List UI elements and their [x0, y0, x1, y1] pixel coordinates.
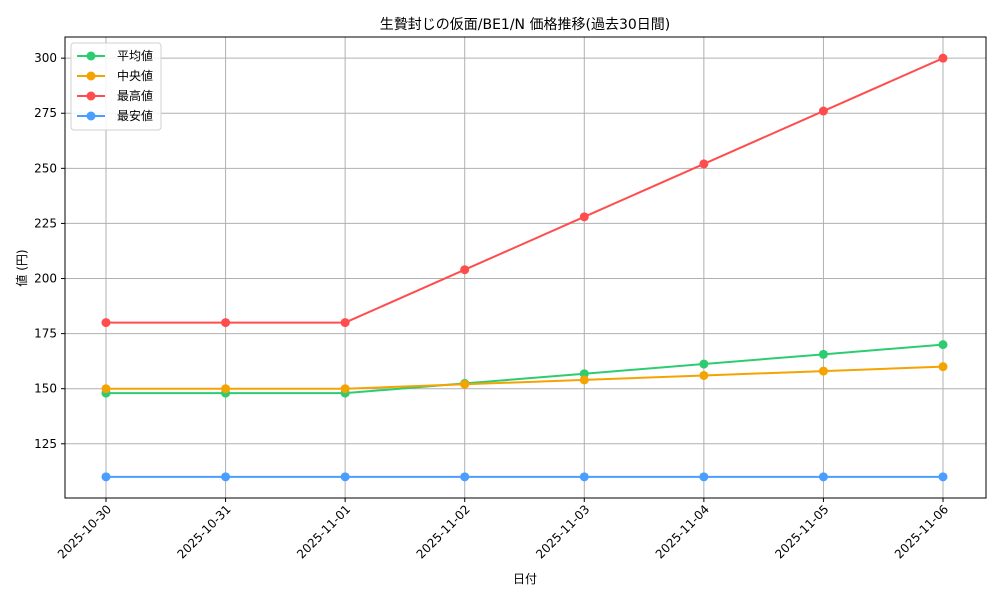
series-1: [101, 362, 948, 394]
y-tick-label: 125: [34, 437, 57, 451]
legend-marker-icon: [86, 71, 96, 81]
legend-marker-icon: [86, 111, 96, 121]
chart-title: 生贄封じの仮面/BE1/N 価格推移(過去30日間): [380, 16, 670, 33]
data-point-marker: [818, 106, 828, 116]
data-point-marker: [699, 370, 709, 380]
data-point-marker: [340, 318, 350, 328]
data-point-marker: [818, 366, 828, 376]
series-3: [101, 472, 948, 482]
legend-label: 中央値: [117, 68, 153, 83]
legend-item: 平均値: [77, 48, 153, 63]
data-point-marker: [938, 53, 948, 63]
data-point-marker: [460, 472, 470, 482]
legend-item: 中央値: [77, 68, 153, 83]
y-tick-label: 200: [34, 272, 57, 286]
data-point-marker: [818, 472, 828, 482]
y-tick-label: 250: [34, 161, 57, 175]
data-point-marker: [579, 375, 589, 385]
data-point-marker: [699, 472, 709, 482]
legend-marker-icon: [86, 91, 96, 101]
data-point-marker: [699, 359, 709, 369]
data-point-marker: [938, 362, 948, 372]
x-axis-label: 日付: [513, 572, 537, 586]
data-series: [101, 53, 948, 482]
data-point-marker: [460, 379, 470, 389]
series-line: [106, 365, 944, 390]
y-tick-label: 300: [34, 51, 57, 65]
legend-label: 平均値: [117, 48, 153, 63]
legend-box: [70, 42, 162, 131]
data-point-marker: [938, 340, 948, 350]
data-point-marker: [340, 384, 350, 394]
data-point-marker: [340, 472, 350, 482]
data-point-marker: [460, 265, 470, 275]
axes-frame: [64, 36, 987, 499]
y-axis-label: 値 (円): [14, 249, 29, 286]
data-point-marker: [579, 212, 589, 222]
series-line: [106, 57, 944, 324]
legend-marker-icon: [86, 51, 96, 61]
y-tick-label: 150: [34, 382, 57, 396]
data-point-marker: [579, 472, 589, 482]
data-point-marker: [101, 318, 111, 328]
data-point-marker: [101, 472, 111, 482]
data-point-marker: [699, 159, 709, 169]
legend-item: 最安値: [77, 108, 153, 123]
data-point-marker: [938, 472, 948, 482]
series-2: [101, 53, 948, 328]
y-tick-label: 175: [34, 327, 57, 341]
data-point-marker: [221, 318, 231, 328]
legend-item: 最高値: [77, 88, 153, 103]
y-tick-label: 225: [34, 216, 57, 230]
data-point-marker: [579, 369, 589, 379]
y-axis-ticks: 125 150 175 200 225 250 275 300: [34, 51, 65, 451]
data-point-marker: [101, 384, 111, 394]
legend-label: 最安値: [117, 108, 153, 123]
legend-label: 最高値: [117, 88, 153, 103]
data-point-marker: [818, 349, 828, 359]
data-point-marker: [221, 472, 231, 482]
data-point-marker: [221, 384, 231, 394]
series-line: [106, 343, 944, 395]
y-tick-label: 275: [34, 106, 57, 120]
